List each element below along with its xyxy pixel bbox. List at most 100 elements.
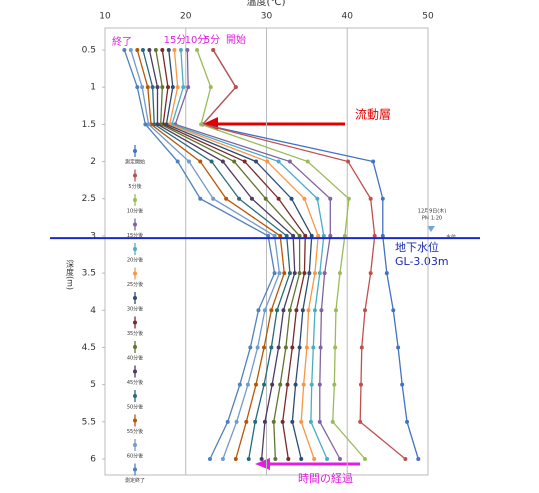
legend-marker [133,418,137,423]
legend-label: 5分後 [128,183,141,190]
marker [147,48,152,52]
series-line [123,49,276,460]
x-tick-label: 20 [180,12,192,22]
y-tick-label: 3.5 [82,269,96,279]
marker [233,85,238,90]
water-mark [427,226,435,232]
marker [285,382,290,387]
marker [305,159,310,164]
y-tick-label: 1.5 [82,120,96,130]
marker [253,419,258,424]
marker [160,85,165,90]
marker [262,308,267,313]
marker [287,159,292,164]
marker [269,308,274,313]
marker [294,308,299,313]
marker [304,345,309,350]
marker [155,85,160,90]
marker [309,233,314,238]
x-tick-label: 50 [422,12,434,22]
y-tick-label: 4 [90,306,96,316]
marker [225,419,230,424]
marker [160,48,165,52]
marker [274,308,279,313]
marker [317,419,322,424]
marker [248,345,253,350]
marker [211,196,216,201]
y-tick-label: 1 [90,83,96,93]
marker [299,419,304,424]
marker [259,457,264,461]
marker [358,382,363,387]
marker [287,308,292,313]
marker [333,308,338,313]
marker [299,457,304,461]
marker [272,271,277,276]
marker [262,419,267,424]
legend-marker [133,222,137,227]
marker [332,382,337,387]
marker [255,345,260,350]
marker [220,159,225,164]
marker [372,233,377,238]
marker [140,48,145,52]
marker [280,419,285,424]
marker [140,85,145,90]
marker [391,308,396,313]
marker [400,382,405,387]
marker [309,382,314,387]
marker [135,48,140,52]
annotation: 開始 [226,33,246,46]
legend-marker [133,369,137,374]
marker [246,457,251,461]
marker [319,308,324,313]
y-axis-label: 深度(m) [66,260,75,290]
marker [358,419,363,424]
marker [297,233,302,238]
marker [292,271,297,276]
marker [363,457,368,461]
x-tick-label: 40 [342,12,354,22]
legend-marker [133,173,137,178]
annotation: 15分 [164,34,187,46]
marker [315,196,320,201]
marker [403,457,408,461]
marker [328,233,333,238]
marker [269,345,274,350]
marker [175,85,180,90]
marker [122,48,127,52]
marker [153,48,158,52]
annotation: 時間の経過 [298,472,353,485]
marker [276,159,281,164]
marker [284,233,289,238]
y-tick-label: 2.5 [82,194,96,204]
legend-marker [133,320,137,325]
marker [265,159,270,164]
legend-marker [133,394,137,398]
x-tick-label: 30 [261,12,273,22]
marker [312,308,317,313]
marker [271,419,276,424]
marker [322,271,327,276]
marker [276,196,281,201]
x-tick-label: 10 [99,12,111,22]
marker [242,159,247,164]
annotation: 12月9日(木) [418,208,446,215]
legend-label: 25分後 [127,281,143,288]
marker [186,159,191,164]
legend-marker [133,296,137,300]
series-line [168,49,319,460]
series-line [155,49,301,460]
marker [263,196,268,201]
y-tick-label: 5.5 [82,417,96,427]
marker [368,196,373,201]
legend-label: 60分後 [127,453,143,460]
legend-marker [133,198,137,202]
marker [283,345,288,350]
legend-label: 10分後 [127,208,143,215]
marker [254,159,259,164]
marker [262,345,267,350]
marker [232,159,237,164]
marker [233,457,238,461]
marker [317,271,322,276]
